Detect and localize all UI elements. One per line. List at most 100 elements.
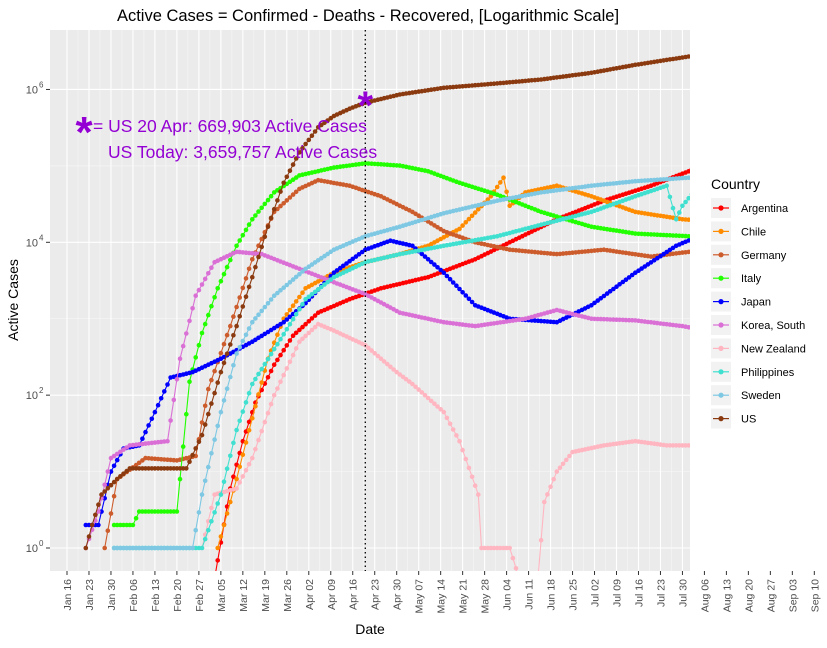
data-point-germany: [224, 332, 230, 338]
data-point-korea-south: [180, 343, 186, 349]
legend-key-point: [718, 345, 724, 351]
data-point-chile: [293, 299, 299, 304]
data-point-us: [228, 342, 233, 347]
data-point-italy: [206, 312, 211, 318]
legend-item-philippines: Philippines: [711, 361, 795, 382]
data-point-germany: [206, 386, 211, 392]
data-point-us: [130, 466, 136, 471]
data-point-sweden: [209, 451, 214, 456]
data-point-new-zealand: [287, 359, 293, 365]
data-point-chile: [686, 217, 690, 222]
data-point-new-zealand: [281, 372, 287, 378]
series-new-zealand: [199, 321, 690, 571]
legend-item-new-zealand: New Zealand: [711, 338, 806, 359]
data-point-philippines: [281, 331, 287, 337]
legend-key-point: [718, 252, 724, 258]
data-point-germany: [234, 304, 239, 310]
data-point-japan: [460, 290, 465, 295]
data-point-italy: [243, 227, 249, 233]
data-point-korea-south: [206, 271, 211, 276]
data-point-us: [250, 274, 255, 280]
data-point-korea-south: [607, 317, 613, 322]
data-point-us: [105, 486, 111, 491]
data-point-sweden: [152, 545, 158, 551]
data-point-japan: [441, 270, 447, 276]
data-point-new-zealand: [670, 443, 676, 448]
data-point-germany: [246, 266, 252, 272]
data-point-us: [265, 224, 271, 229]
data-point-new-zealand: [250, 455, 255, 461]
data-point-chile: [457, 226, 462, 232]
legend-label: Sweden: [741, 390, 781, 402]
data-point-argentina: [309, 316, 315, 321]
legend-item-sweden: Sweden: [711, 385, 781, 406]
data-point-germany: [228, 323, 233, 329]
data-point-japan: [334, 268, 340, 273]
data-point-sweden: [325, 251, 330, 257]
data-point-japan: [146, 423, 151, 428]
data-point-japan: [626, 275, 632, 280]
data-point-chile: [300, 290, 305, 296]
data-point-sweden: [146, 545, 151, 551]
data-point-us: [246, 284, 252, 290]
data-point-korea-south: [190, 306, 195, 311]
x-tick-label: Apr 30: [392, 579, 404, 610]
data-point-us: [83, 545, 89, 551]
data-point-philippines: [312, 289, 318, 295]
data-point-argentina: [284, 343, 290, 348]
data-point-italy: [162, 509, 167, 514]
legend-label: Italy: [741, 273, 762, 285]
data-point-japan: [463, 293, 469, 298]
data-point-italy: [152, 509, 158, 514]
data-point-korea-south: [105, 469, 111, 474]
data-point-sweden: [237, 345, 242, 350]
data-point-sweden: [162, 545, 167, 551]
x-tick-label: Jul 09: [612, 579, 624, 607]
data-point-new-zealand: [300, 336, 305, 342]
data-point-sweden: [281, 285, 287, 291]
x-tick-label: Jul 30: [677, 579, 689, 607]
data-point-new-zealand: [381, 359, 387, 364]
data-point-sweden: [121, 545, 126, 551]
data-point-sweden: [177, 545, 183, 551]
data-point-chile: [237, 464, 242, 470]
data-point-new-zealand: [369, 348, 374, 353]
data-point-new-zealand: [463, 456, 469, 462]
data-point-philippines: [328, 277, 334, 282]
data-point-new-zealand: [391, 367, 396, 372]
data-point-philippines: [306, 294, 312, 300]
data-point-new-zealand: [271, 392, 277, 398]
data-point-italy: [177, 476, 183, 482]
x-tick-label: Mar 12: [238, 579, 250, 612]
data-point-philippines: [686, 195, 690, 201]
data-point-philippines: [287, 321, 293, 327]
data-point-us: [118, 474, 123, 479]
data-point-chile: [472, 210, 478, 215]
data-point-japan: [444, 273, 450, 279]
data-point-us: [278, 189, 283, 194]
data-point-us: [287, 168, 293, 173]
data-point-japan: [350, 256, 356, 262]
data-point-new-zealand: [457, 438, 462, 444]
data-point-new-zealand: [309, 327, 315, 333]
data-point-argentina: [303, 321, 308, 327]
data-point-italy: [237, 238, 242, 243]
data-point-chile: [250, 415, 255, 421]
data-point-philippines: [250, 381, 255, 387]
data-point-germany: [290, 192, 296, 197]
data-point-philippines: [271, 346, 277, 352]
data-point-italy: [259, 205, 265, 211]
data-point-chile: [253, 404, 258, 409]
legend-key-point: [718, 205, 724, 211]
data-point-us: [89, 522, 95, 528]
data-point-philippines: [221, 479, 227, 485]
data-point-philippines: [253, 376, 258, 382]
x-tick-label: Aug 06: [699, 579, 711, 612]
data-point-chile: [256, 392, 261, 397]
data-point-new-zealand: [246, 461, 252, 467]
data-point-new-zealand: [403, 376, 409, 382]
data-point-sweden: [275, 290, 280, 296]
data-point-germany: [221, 341, 227, 347]
data-point-us: [99, 492, 104, 497]
data-point-new-zealand: [237, 480, 242, 485]
